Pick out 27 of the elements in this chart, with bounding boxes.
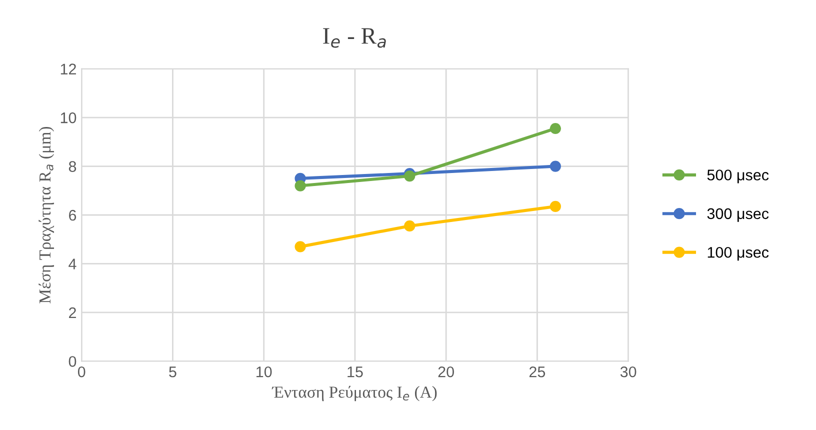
y-tick-label: 0	[68, 356, 76, 367]
legend-label: 500 μsec	[707, 170, 769, 184]
point	[550, 160, 561, 172]
point	[550, 122, 561, 134]
y-tick-label: 2	[69, 307, 76, 318]
x-tick-label: 15	[348, 366, 363, 378]
x-tick-label: 25	[529, 366, 546, 378]
y-tick-label: 8	[68, 161, 76, 172]
point	[294, 180, 306, 192]
x-tick-label: 10	[256, 366, 272, 378]
x-tick-label: 0	[78, 366, 86, 378]
y-tick-label: 10	[60, 112, 76, 124]
legend-label: 300 μsec	[707, 208, 769, 222]
point	[294, 241, 306, 252]
x-tick-label: 20	[438, 366, 454, 378]
y-tick-label: 6	[69, 210, 76, 221]
chart-title: I$_{e}$ - R$_{a}$	[323, 28, 386, 48]
x-tick-label: 30	[620, 366, 636, 378]
x-tick-label: 5	[169, 366, 176, 378]
y-axis-title: Μέση Τραχύτητα R$_{a}$ (μm)	[38, 126, 54, 304]
point	[404, 220, 416, 232]
y-tick-label: 4	[68, 258, 76, 270]
x-axis-title: Ένταση Ρεύματος I$_{e}$ (A)	[272, 386, 437, 402]
y-tick-label: 12	[60, 64, 76, 74]
legend-label: 100 μsec	[708, 246, 769, 261]
point	[404, 170, 416, 182]
point	[550, 200, 561, 212]
